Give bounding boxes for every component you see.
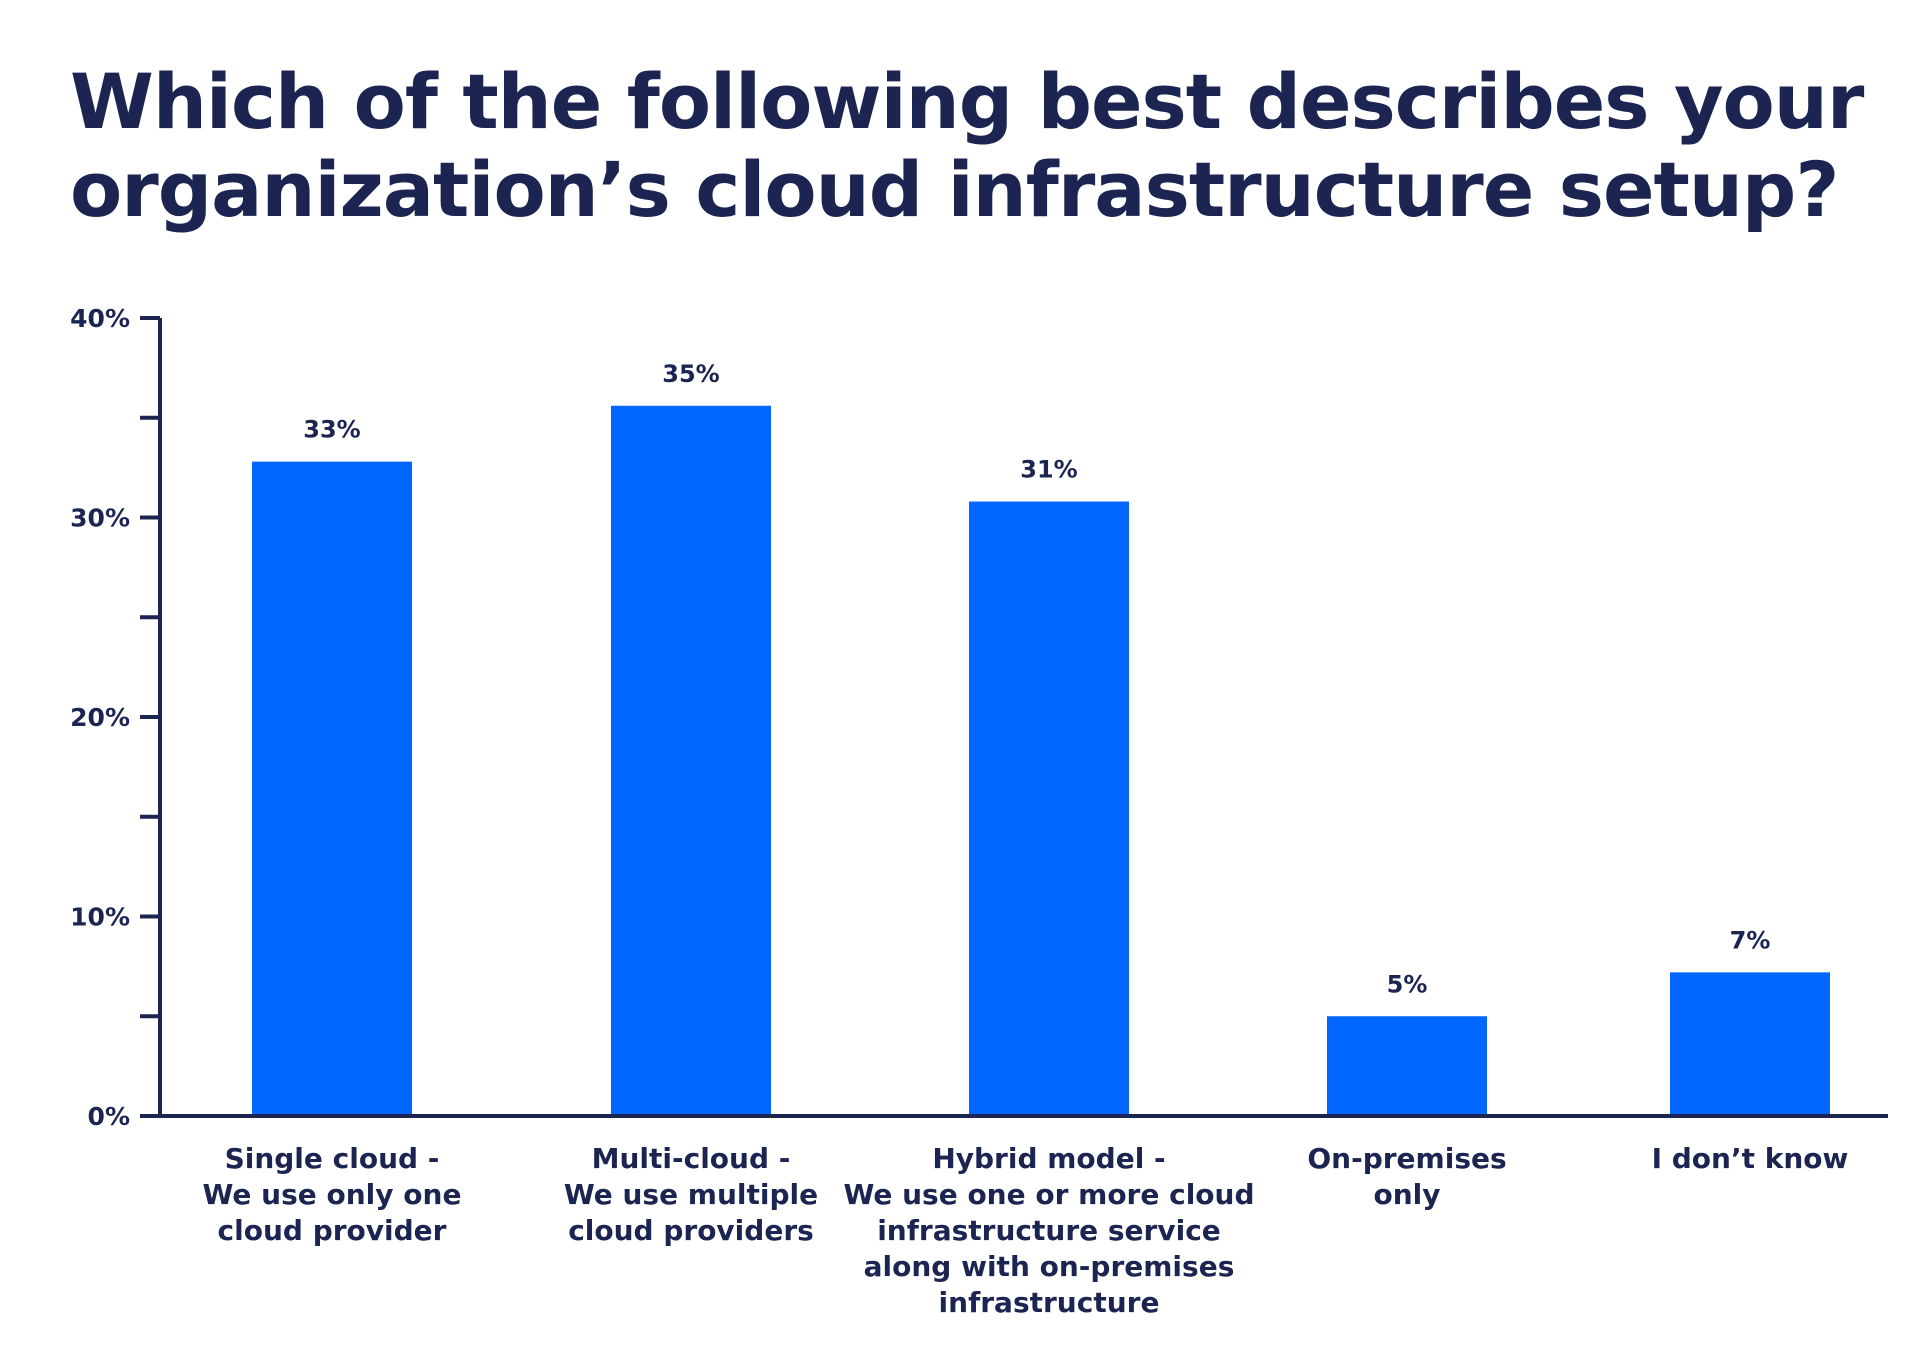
bar [611, 405, 771, 1116]
category-label-line: Hybrid model - [932, 1142, 1165, 1175]
bar [252, 461, 412, 1116]
chart-title: Which of the following best describes yo… [70, 57, 1864, 234]
bar [1327, 1016, 1487, 1116]
category-label-line: We use multiple [564, 1178, 818, 1211]
category-label-line: infrastructure service [877, 1214, 1221, 1247]
category-label-line: I don’t know [1652, 1142, 1849, 1175]
y-tick-label: 30% [70, 504, 130, 533]
bar-value-label: 35% [662, 360, 719, 388]
category-label-line: Multi-cloud - [592, 1142, 791, 1175]
bar-value-label: 7% [1730, 926, 1771, 954]
bar [969, 501, 1129, 1116]
category-label-line: We use only one [203, 1178, 462, 1211]
category-label: I don’t know [1652, 1142, 1849, 1175]
category-label-line: cloud providers [568, 1214, 814, 1247]
y-tick-label: 10% [70, 903, 130, 932]
category-label-line: only [1373, 1178, 1440, 1211]
value-labels: 33% 35% 31% 5% 7% [303, 360, 1770, 998]
category-label: Multi-cloud -We use multiple cloud provid… [564, 1142, 818, 1247]
y-tick-label: 40% [70, 304, 130, 333]
y-tick-label: 20% [70, 703, 130, 732]
bar-value-label: 5% [1387, 970, 1428, 998]
y-axis-ticks: 40% 30% 20% 10% 0% [70, 304, 160, 1131]
category-label-line: Single cloud - [225, 1142, 440, 1175]
category-label-line: We use one or more cloud [843, 1178, 1254, 1211]
bar-value-label: 33% [303, 416, 360, 444]
category-label: Single cloud -We use only one cloud provi… [203, 1142, 462, 1247]
y-tick-label: 0% [88, 1102, 130, 1131]
category-label-line: On-premises [1307, 1142, 1506, 1175]
category-label-line: cloud provider [218, 1214, 447, 1247]
category-label-line: along with on-premises [864, 1250, 1235, 1283]
bars [252, 405, 1830, 1116]
bar-value-label: 31% [1020, 456, 1077, 484]
category-labels: Single cloud -We use only one cloud provi… [203, 1142, 1849, 1319]
bar [1670, 972, 1830, 1116]
category-label: On-premises only [1307, 1142, 1506, 1211]
category-label: Hybrid model -We use one or more cloud in… [843, 1142, 1254, 1319]
category-label-line: infrastructure [939, 1286, 1160, 1319]
